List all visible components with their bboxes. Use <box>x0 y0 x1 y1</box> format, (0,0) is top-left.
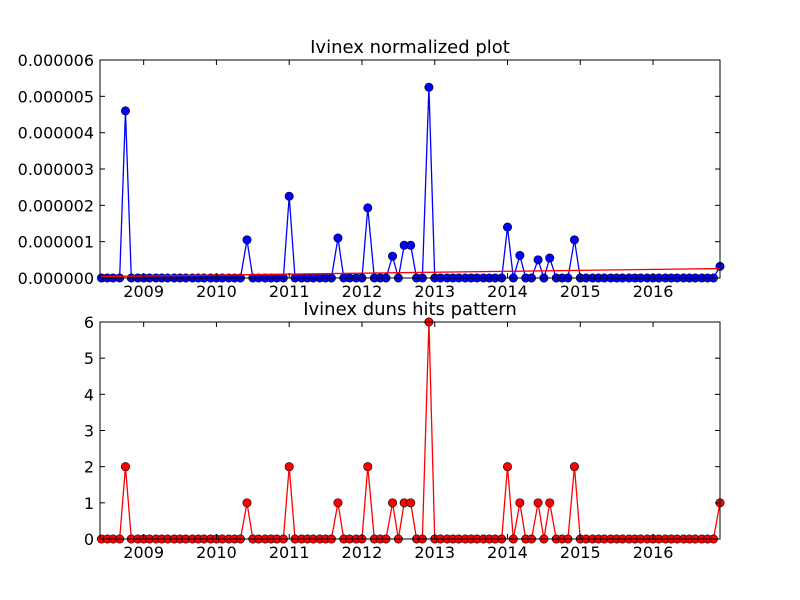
y-tick-label: 0 <box>84 530 94 549</box>
y-tick-label: 0.000001 <box>18 233 94 252</box>
x-tick-label: 2015 <box>560 282 601 301</box>
data-point <box>545 253 555 263</box>
data-point <box>363 462 373 472</box>
y-tick-label: 0.000003 <box>18 160 94 179</box>
y-tick-label: 3 <box>84 422 94 441</box>
y-tick-label: 2 <box>84 458 94 477</box>
y-tick-label: 5 <box>84 349 94 368</box>
x-tick-label: 2013 <box>414 282 455 301</box>
data-point <box>406 240 416 250</box>
x-tick-label: 2012 <box>342 543 383 562</box>
x-tick-label: 2012 <box>342 282 383 301</box>
data-point <box>388 251 398 261</box>
x-tick-label: 2011 <box>269 282 310 301</box>
y-tick-label: 1 <box>84 494 94 513</box>
data-point <box>515 250 525 260</box>
y-tick-label: 0.000002 <box>18 196 94 215</box>
x-tick-label: 2013 <box>414 543 455 562</box>
chart-title: Ivinex duns hits pattern <box>303 299 517 320</box>
data-point <box>284 462 294 472</box>
x-tick-label: 2015 <box>560 543 601 562</box>
x-tick-label: 2014 <box>487 543 528 562</box>
series-line-1 <box>101 267 721 278</box>
y-tick-label: 0.000000 <box>18 269 94 288</box>
x-tick-label: 2010 <box>196 282 237 301</box>
series-layer <box>96 317 725 544</box>
data-point <box>503 222 513 232</box>
data-point <box>569 235 579 245</box>
data-point <box>424 82 434 92</box>
data-point <box>333 233 343 243</box>
x-tick-label: 2014 <box>487 282 528 301</box>
y-tick-label: 6 <box>84 313 94 332</box>
data-point <box>533 255 543 265</box>
data-point <box>533 498 543 508</box>
data-point <box>569 462 579 472</box>
data-point <box>515 498 525 508</box>
x-tick-label: 2009 <box>123 282 164 301</box>
series-layer <box>96 82 725 283</box>
chart-title: Ivinex normalized plot <box>310 37 510 58</box>
y-tick-label: 0.000006 <box>18 51 94 70</box>
data-point <box>242 498 252 508</box>
data-point <box>120 106 130 116</box>
data-point <box>503 462 513 472</box>
data-point <box>120 462 130 472</box>
y-tick-label: 0.000005 <box>18 87 94 106</box>
x-tick-label: 2016 <box>633 543 674 562</box>
data-point <box>406 498 416 508</box>
x-tick-label: 2010 <box>196 543 237 562</box>
x-tick-label: 2009 <box>123 543 164 562</box>
x-tick-label: 2016 <box>633 282 674 301</box>
y-tick-label: 0.000004 <box>18 124 94 143</box>
data-point <box>363 203 373 213</box>
chart-normalized-plot: Ivinex normalized plot 2009 2010 2011 2012 20… <box>18 37 725 301</box>
y-tick-label: 4 <box>84 385 94 404</box>
data-point <box>333 498 343 508</box>
data-point <box>388 498 398 508</box>
data-point <box>242 235 252 245</box>
x-tick-label: 2011 <box>269 543 310 562</box>
data-point <box>545 498 555 508</box>
data-point <box>284 191 294 201</box>
